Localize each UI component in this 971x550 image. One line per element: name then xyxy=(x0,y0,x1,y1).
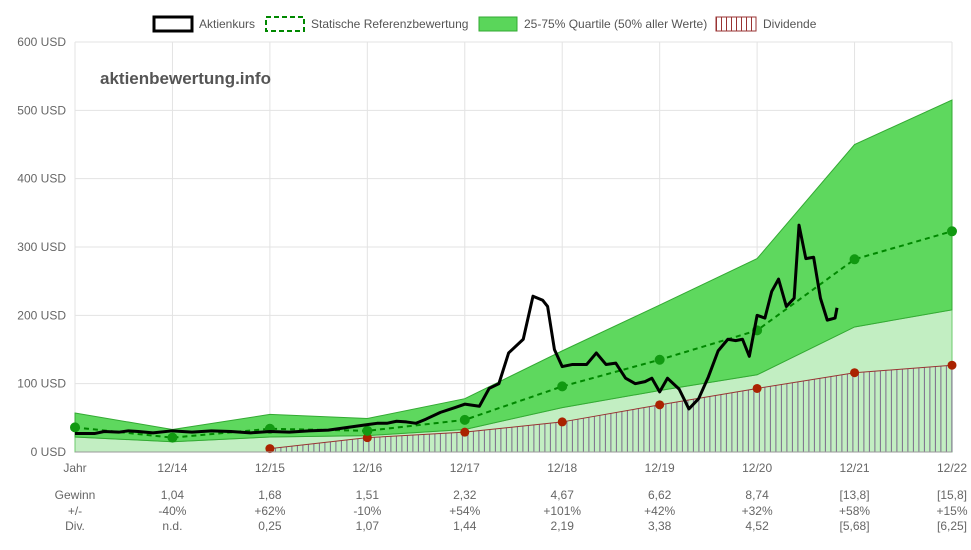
table-cell: 1,51 xyxy=(356,488,380,502)
table-cell: 1,44 xyxy=(453,519,477,533)
y-tick-label: 300 USD xyxy=(17,240,66,254)
x-tick-label: Jahr xyxy=(63,461,86,475)
x-tick-label: 12/18 xyxy=(547,461,577,475)
watermark-text: aktienbewertung.info xyxy=(100,69,271,88)
legend-label-aktienkurs: Aktienkurs xyxy=(199,17,255,31)
y-tick-label: 600 USD xyxy=(17,35,66,49)
table-cell: 2,32 xyxy=(453,488,477,502)
legend-label-referenzbewertung: Statische Referenzbewertung xyxy=(311,17,468,31)
x-tick-label: 12/19 xyxy=(645,461,675,475)
table-cell: 3,38 xyxy=(648,519,672,533)
reference-valuation-point xyxy=(362,425,373,436)
legend-entry-quartile[interactable]: 25-75% Quartile (50% aller Werte) xyxy=(478,16,707,32)
table-cell: +54% xyxy=(449,504,480,518)
x-tick-label: 12/14 xyxy=(157,461,187,475)
legend: Aktienkurs Statische Referenzbewertung 2… xyxy=(152,15,817,33)
dividend-hatch xyxy=(269,365,953,452)
legend-entry-dividende[interactable]: Dividende xyxy=(715,16,817,32)
dividend-point xyxy=(557,417,567,427)
table-cell: 1,07 xyxy=(356,519,380,533)
legend-label-quartile: 25-75% Quartile (50% aller Werte) xyxy=(524,17,707,31)
reference-valuation-point xyxy=(459,414,470,425)
y-tick-label: 200 USD xyxy=(17,308,66,322)
table-cell: 1,04 xyxy=(161,488,185,502)
table-cell: +32% xyxy=(742,504,773,518)
x-tick-label: 12/16 xyxy=(352,461,382,475)
legend-swatch-quartile xyxy=(478,16,518,32)
reference-valuation-point xyxy=(654,354,665,365)
table-cell: 8,74 xyxy=(745,488,769,502)
data-table: Gewinn 1,04 1,68 1,51 2,32 4,67 6,62 8,74 [13,8]… xyxy=(55,488,968,533)
x-tick-label: 12/21 xyxy=(840,461,870,475)
table-cell: -40% xyxy=(158,504,186,518)
table-cell: +15% xyxy=(936,504,967,518)
table-row-label: +/- xyxy=(68,504,82,518)
table-cell: +101% xyxy=(543,504,581,518)
table-cell: [6,25] xyxy=(937,519,967,533)
reference-valuation-line xyxy=(74,230,953,439)
dividend-point xyxy=(752,383,762,393)
axes: 0 USD 100 USD 200 USD 300 USD 400 USD 500 USD… xyxy=(17,35,967,475)
legend-swatch-aktienkurs xyxy=(152,15,194,33)
price-line xyxy=(75,223,839,436)
reference-valuation-point xyxy=(849,254,860,265)
dividend-point xyxy=(850,368,860,378)
dividend-point xyxy=(947,360,957,370)
reference-valuation-point xyxy=(557,381,568,392)
dividend-line xyxy=(269,364,953,450)
legend-entry-aktienkurs[interactable]: Aktienkurs xyxy=(152,15,255,33)
table-cell: +42% xyxy=(644,504,675,518)
x-tick-label: 12/20 xyxy=(742,461,772,475)
y-tick-label: 500 USD xyxy=(17,103,66,117)
table-cell: n.d. xyxy=(162,519,182,533)
table-cell: +58% xyxy=(839,504,870,518)
legend-swatch-dividende xyxy=(715,16,757,32)
x-tick-label: 12/22 xyxy=(937,461,967,475)
quartile-band-area xyxy=(74,99,953,443)
dividend-point xyxy=(460,427,470,437)
table-cell: 2,19 xyxy=(551,519,575,533)
y-tick-label: 100 USD xyxy=(17,377,66,391)
legend-swatch-referenzbewertung xyxy=(265,16,305,32)
reference-valuation-point xyxy=(70,422,80,433)
table-cell: +62% xyxy=(254,504,285,518)
table-cell: [13,8] xyxy=(840,488,870,502)
legend-label-dividende: Dividende xyxy=(763,17,817,31)
legend-entry-referenzbewertung[interactable]: Statische Referenzbewertung xyxy=(265,16,468,32)
table-cell: 1,68 xyxy=(258,488,282,502)
reference-valuation-point xyxy=(167,432,178,443)
table-cell: 4,67 xyxy=(551,488,575,502)
dividend-point xyxy=(362,433,372,443)
table-row-label: Div. xyxy=(65,519,85,533)
x-tick-label: 12/15 xyxy=(255,461,285,475)
dividend-point xyxy=(265,444,275,454)
y-tick-label: 400 USD xyxy=(17,172,66,186)
table-cell: 6,62 xyxy=(648,488,672,502)
x-tick-label: 12/17 xyxy=(450,461,480,475)
reference-valuation-point xyxy=(947,226,957,237)
table-cell: 0,25 xyxy=(258,519,282,533)
y-tick-label: 0 USD xyxy=(31,445,67,459)
table-row-label: Gewinn xyxy=(55,488,96,502)
table-cell: -10% xyxy=(353,504,381,518)
plot-area xyxy=(70,99,957,454)
dividend-point xyxy=(655,400,665,410)
table-cell: 4,52 xyxy=(745,519,769,533)
table-cell: [5,68] xyxy=(840,519,870,533)
table-cell: [15,8] xyxy=(937,488,967,502)
